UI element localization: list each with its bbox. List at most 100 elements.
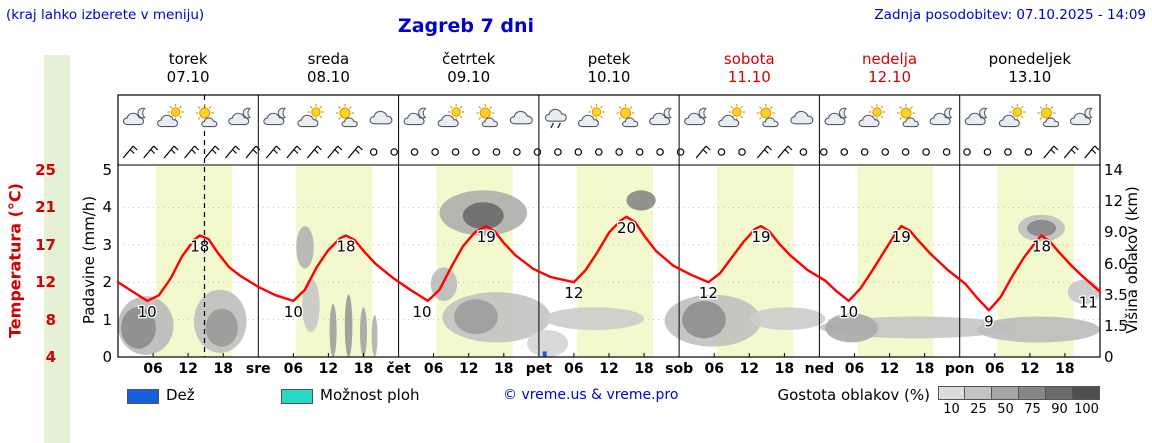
cloud-region [454, 299, 498, 335]
x-label-hour: 12 [739, 361, 760, 377]
x-label-hour: 12 [458, 361, 479, 377]
day-header: nedelja 12.10 [819, 50, 959, 86]
wind-calm-icon [369, 148, 378, 156]
temperature-tick: 4 [45, 348, 56, 366]
wind-calm-icon [901, 148, 910, 156]
day-date: 13.10 [1008, 68, 1052, 86]
day-header: torek 07.10 [118, 50, 258, 86]
sun-behind-cloud-icon [998, 103, 1026, 128]
page-title: Zagreb 7 dni [397, 15, 535, 37]
moon-cloud-icon [263, 107, 287, 126]
density-cell [1046, 386, 1073, 400]
temperature-curve [116, 215, 1102, 312]
sun-behind-cloud-icon [157, 103, 184, 128]
day-date: 09.10 [447, 68, 491, 86]
density-cell [992, 386, 1019, 400]
wind-calm-icon [942, 148, 951, 156]
cloud-height-tick: 3.5 [1104, 285, 1128, 304]
moon-cloud-icon [824, 107, 848, 126]
density-tick: 25 [970, 402, 987, 417]
x-label-hour: 12 [879, 361, 900, 377]
temperature-tick: 25 [35, 161, 56, 179]
cloud-region [360, 307, 367, 357]
x-label-hour: 12 [318, 361, 339, 377]
x-label-hour: 18 [1055, 361, 1075, 377]
temperature-label: 12 [699, 284, 718, 302]
copyright-link[interactable]: © vreme.us & vreme.pro [503, 387, 679, 403]
moon-cloud-icon [964, 107, 988, 126]
day-header: sreda 08.10 [258, 50, 398, 86]
precipitation-tick: 2 [102, 273, 112, 292]
sun-cloud-icon [1037, 104, 1060, 128]
sun-behind-cloud-icon [858, 103, 886, 128]
x-label-hour: 06 [143, 361, 163, 377]
moon-cloud-icon [929, 107, 953, 126]
rain-swatch [127, 389, 159, 404]
wind-calm-icon [451, 148, 460, 156]
showers-legend-label: Možnost ploh [320, 386, 420, 404]
sun-cloud-icon [476, 104, 499, 128]
rain-legend-label: Dež [166, 386, 195, 404]
x-label-hour: 18 [634, 361, 654, 377]
wind-calm-icon [431, 148, 439, 156]
cloud-icon [369, 110, 393, 125]
moon-cloud-icon [228, 107, 251, 126]
sun-cloud-icon [897, 104, 919, 128]
temperature-tick: 21 [35, 198, 56, 217]
density-tick: 50 [997, 402, 1014, 417]
temperature-tick: 17 [35, 235, 56, 254]
precipitation-tick: 3 [102, 235, 112, 254]
cloud-icon [790, 110, 814, 125]
wind-calm-icon [738, 148, 746, 156]
temperature-label: 10 [138, 303, 157, 321]
moon-cloud-icon [649, 107, 672, 126]
wind-calm-icon [799, 148, 808, 156]
wind-calm-icon [1024, 148, 1033, 156]
cloud-height-tick: 6.0 [1104, 254, 1128, 273]
cloud-region [121, 307, 156, 349]
sun-cloud-icon [195, 104, 218, 128]
cloud-region [296, 226, 314, 269]
wind-calm-icon [1004, 148, 1012, 156]
day-name: torek [168, 50, 208, 68]
wind-calm-icon [513, 148, 521, 156]
cloud-height-tick: 12 [1104, 192, 1124, 211]
sun-cloud-icon [616, 104, 639, 128]
day-name: sobota [723, 50, 775, 68]
x-label-hour: 06 [423, 361, 444, 377]
day-name: četrtek [442, 50, 496, 68]
cloud-region [977, 316, 1100, 343]
cloud-region [825, 313, 878, 343]
wind-calm-icon [983, 148, 992, 156]
cloud-region [682, 300, 726, 339]
moon-cloud-icon [403, 107, 427, 126]
day-header: četrtek 09.10 [399, 50, 539, 86]
cloud-region [329, 304, 337, 357]
wind-calm-icon [410, 148, 419, 156]
density-tick: 100 [1074, 402, 1099, 417]
density-cell [1019, 386, 1046, 400]
sun-behind-cloud-icon [437, 103, 465, 128]
precipitation-tick: 1 [102, 310, 112, 329]
x-label-hour: 18 [213, 361, 233, 377]
day-date: 08.10 [306, 68, 350, 86]
wind-barb-icon [1084, 145, 1100, 159]
wind-calm-icon [860, 148, 869, 156]
wind-calm-icon [492, 148, 501, 156]
cloud-icon [509, 110, 533, 125]
wind-calm-icon [717, 148, 726, 156]
density-tick: 90 [1051, 402, 1068, 417]
wind-barb-icon [347, 145, 363, 159]
wind-barb-icon [245, 145, 261, 159]
wind-calm-icon [676, 148, 685, 156]
day-date: 12.10 [868, 68, 912, 86]
x-label-hour: 06 [283, 361, 304, 377]
precipitation-tick: 0 [102, 348, 112, 366]
x-label-hour: 06 [564, 361, 584, 377]
wind-calm-icon [840, 148, 849, 156]
temperature-label: 10 [839, 303, 858, 321]
temperature-label: 11 [1079, 294, 1098, 312]
cloud-region [527, 330, 569, 357]
